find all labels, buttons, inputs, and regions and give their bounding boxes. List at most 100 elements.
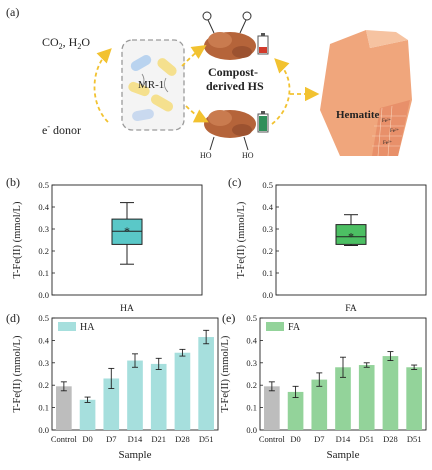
legend-label: FA bbox=[288, 322, 301, 333]
panel-a-schematic: (a) CO2, H2O e- donor MR-1 bbox=[6, 5, 412, 160]
x-axis-label: Sample bbox=[327, 449, 360, 461]
bar-d14 bbox=[127, 360, 143, 430]
bacterium-cell bbox=[130, 55, 152, 71]
battery-low-icon bbox=[257, 33, 269, 55]
arrow-donor-to-co2 bbox=[93, 48, 112, 123]
x-tick-label: D21 bbox=[151, 434, 166, 444]
y-tick-label: 0.3 bbox=[38, 358, 49, 368]
y-tick-label: 0.0 bbox=[38, 425, 49, 435]
hs-oxidized bbox=[202, 11, 269, 60]
x-tick-label: D14 bbox=[336, 434, 351, 444]
electron-donor-label: e- donor bbox=[42, 122, 81, 137]
y-tick-label: 0.2 bbox=[246, 380, 257, 390]
bar-d14 bbox=[335, 367, 351, 430]
bacterium-cell bbox=[128, 81, 150, 97]
hs-label-line2: derived HS bbox=[206, 79, 264, 93]
x-tick-label: D51 bbox=[359, 434, 374, 444]
x-tick-label: D28 bbox=[175, 434, 190, 444]
y-tick-label: 0.5 bbox=[246, 313, 257, 323]
y-tick-label: 0.0 bbox=[262, 290, 273, 300]
y-tick-label: 0.2 bbox=[38, 246, 49, 256]
y-tick-label: 0.1 bbox=[246, 403, 257, 413]
ho-label: HO bbox=[242, 151, 254, 160]
fe-ion-tag: Fe²⁺ bbox=[390, 128, 399, 134]
fe-ion-tag: Fe²⁺ bbox=[382, 118, 391, 124]
y-tick-label: 0.4 bbox=[262, 202, 273, 212]
bar-d7 bbox=[103, 378, 120, 430]
x-category-label: HA bbox=[120, 304, 134, 314]
y-tick-label: 0.1 bbox=[38, 403, 49, 413]
y-tick-label: 0.0 bbox=[38, 290, 49, 300]
bar-d28 bbox=[382, 356, 399, 430]
box-iqr bbox=[111, 218, 143, 245]
hematite-label: Hematite bbox=[336, 109, 379, 121]
chart-b-box-ha: 0.0 0.1 0.2 0.3 0.4 0.5 (b) T-Fe(II) (mmol/L) * H… bbox=[6, 175, 203, 314]
bar-d7 bbox=[311, 379, 328, 430]
x-axis-label: Sample bbox=[119, 449, 152, 461]
arrow-hs-to-bacteria bbox=[181, 45, 207, 67]
y-axis-label: T-Fe(II) (mmol/L) bbox=[12, 201, 23, 278]
bar-d51 bbox=[406, 367, 422, 430]
y-tick-label: 0.5 bbox=[262, 180, 273, 190]
x-tick-label: D14 bbox=[128, 434, 143, 444]
bar-d28 bbox=[174, 352, 191, 430]
y-axis-label: T-Fe(II) (mmol/L) bbox=[12, 335, 23, 412]
bar-d51 bbox=[358, 365, 375, 430]
y-tick-label: 0.0 bbox=[246, 425, 257, 435]
ho-label: HO bbox=[200, 151, 212, 160]
bar-d21 bbox=[150, 363, 167, 430]
y-tick-label: 0.5 bbox=[38, 313, 49, 323]
y-tick-label: 0.4 bbox=[246, 335, 257, 345]
bar-control bbox=[56, 386, 72, 430]
chart-c-box-fa: 0.0 0.1 0.2 0.3 0.4 0.5 (c) T-Fe(II) (mmol/L) * F… bbox=[228, 175, 427, 314]
plot-frame bbox=[51, 184, 203, 296]
y-tick-label: 0.2 bbox=[38, 380, 49, 390]
x-tick-label: D7 bbox=[314, 434, 324, 444]
bar-control bbox=[264, 386, 280, 430]
legend-swatch bbox=[266, 322, 284, 331]
y-tick-label: 0.1 bbox=[262, 268, 273, 278]
bar-d0 bbox=[287, 391, 304, 430]
chart-d-bar-ha: 0.0 0.1 0.2 0.3 0.4 0.5 (d) T-Fe(II) (mmol/L) Co… bbox=[6, 311, 219, 461]
bacteria-label: MR-1 bbox=[138, 79, 164, 91]
x-tick-label: D0 bbox=[82, 434, 92, 444]
y-tick-label: 0.3 bbox=[38, 224, 49, 234]
x-tick-label: D7 bbox=[106, 434, 116, 444]
hematite-mineral: Hematite Fe²⁺ Fe²⁺ Fe²⁺ bbox=[320, 30, 412, 157]
panel-letter: (c) bbox=[228, 175, 241, 189]
arrow-hematite-cycle bbox=[271, 58, 291, 125]
x-tick-label: D0 bbox=[290, 434, 300, 444]
bacterium-cell bbox=[157, 58, 177, 76]
co2-h2o-label: CO2, H2O bbox=[42, 35, 90, 51]
y-tick-label: 0.5 bbox=[38, 180, 49, 190]
panel-letter: (e) bbox=[222, 311, 235, 325]
y-tick-label: 0.4 bbox=[38, 335, 49, 345]
battery-full-icon bbox=[257, 111, 269, 133]
arrow-bacteria-to-hs bbox=[185, 105, 209, 123]
panel-letter: (b) bbox=[6, 175, 20, 189]
box-mean-marker: * bbox=[124, 224, 130, 238]
bar-d51 bbox=[198, 337, 214, 430]
bar-d0 bbox=[79, 399, 96, 430]
legend-swatch bbox=[58, 322, 76, 331]
chart-e-bar-fa: 0.0 0.1 0.2 0.3 0.4 0.5 (e) T-Fe(II) (mmol/L) Co… bbox=[220, 311, 427, 461]
x-tick-label: Control bbox=[51, 434, 78, 444]
x-category-label: FA bbox=[345, 304, 357, 314]
panel-a-letter: (a) bbox=[6, 5, 19, 19]
panel-letter: (d) bbox=[6, 311, 20, 325]
hs-label-line1: Compost- bbox=[208, 65, 258, 79]
x-tick-label: D51 bbox=[407, 434, 422, 444]
x-tick-label: Control bbox=[259, 434, 286, 444]
y-tick-label: 0.1 bbox=[38, 268, 49, 278]
box-iqr bbox=[335, 224, 367, 245]
x-tick-label: D51 bbox=[199, 434, 214, 444]
hs-reduced: HO HO bbox=[200, 110, 269, 160]
box-mean-marker: * bbox=[348, 230, 354, 244]
y-tick-label: 0.4 bbox=[38, 202, 49, 212]
y-tick-label: 0.3 bbox=[246, 358, 257, 368]
fe-ion-tag: Fe²⁺ bbox=[383, 140, 392, 146]
bacterium-cell bbox=[132, 108, 154, 122]
plot-frame bbox=[275, 184, 427, 296]
